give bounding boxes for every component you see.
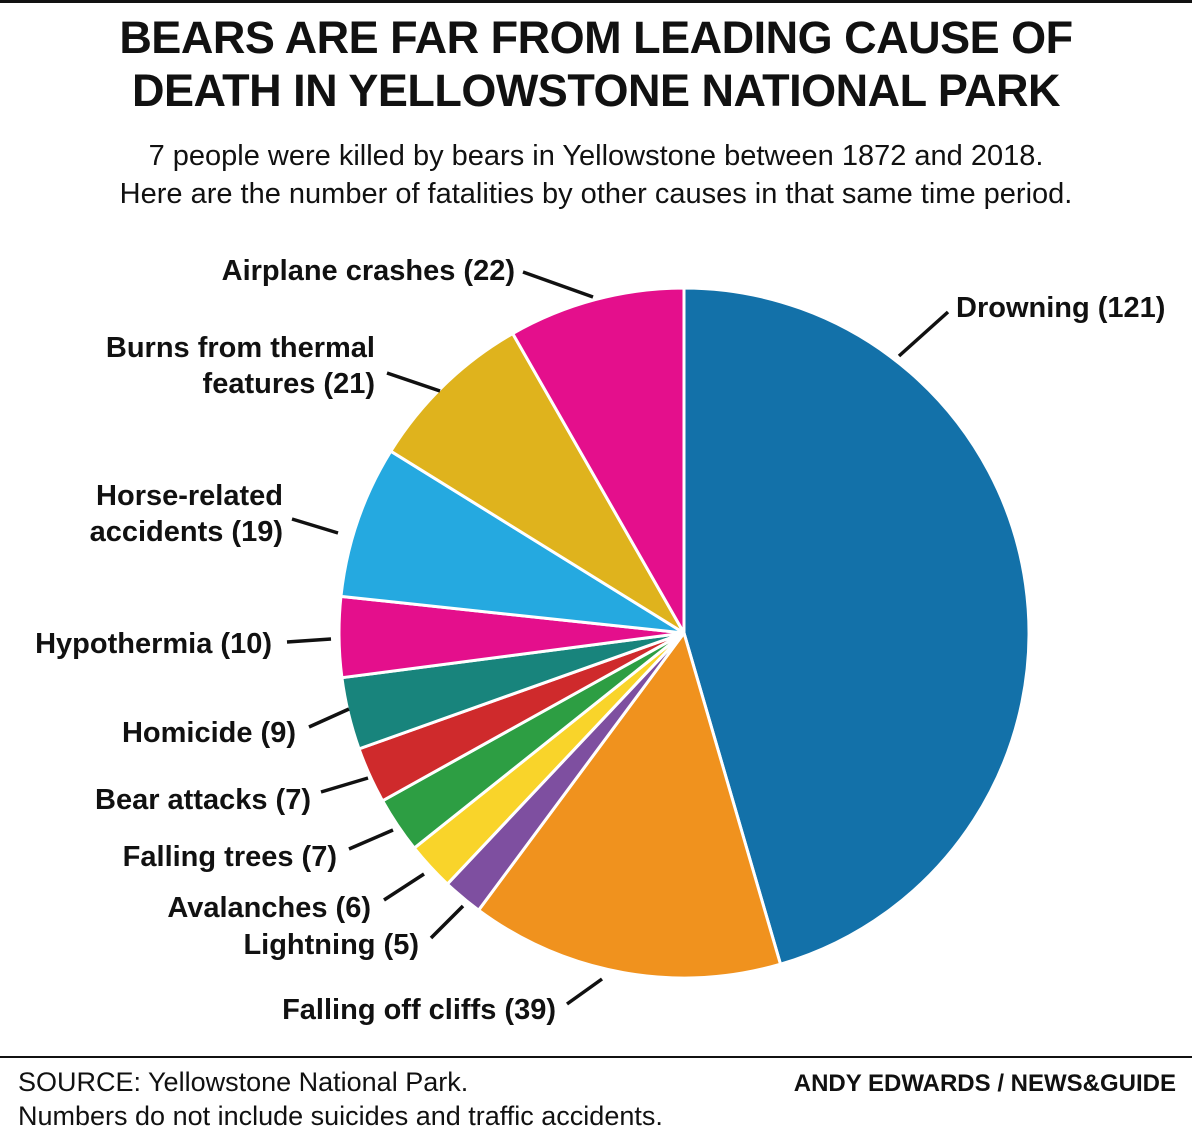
slice-label-airplane-crashes: Airplane crashes (22) <box>221 255 515 287</box>
leader-line-homicide <box>308 707 350 729</box>
page-title-line1: BEARS ARE FAR FROM LEADING CAUSE OF <box>119 12 1073 63</box>
leader-line-drowning <box>897 310 950 358</box>
page-subtitle-line2: Here are the number of fatalities by oth… <box>119 177 1073 210</box>
footer-border-rule <box>0 1056 1192 1058</box>
leader-line-horse-accidents <box>291 517 339 535</box>
leader-line-bear-attacks <box>320 776 369 794</box>
leader-line-airplane-crashes <box>522 270 594 299</box>
pie-slice-airplane-crashes <box>511 286 686 635</box>
slice-label-drowning: Drowning (121) <box>956 292 1166 324</box>
source-line2: Numbers do not include suicides and traf… <box>18 1100 663 1131</box>
leader-line-falling-off-cliffs <box>565 977 604 1006</box>
leader-line-hypothermia <box>286 637 332 644</box>
pie-slices-group <box>337 286 1031 980</box>
leader-line-falling-trees <box>348 828 394 851</box>
leader-line-lightning <box>429 904 465 940</box>
slice-label-falling-off-cliffs: Falling off cliffs (39) <box>282 994 556 1026</box>
slice-label-horse-accidents: Horse-related accidents (19) <box>89 480 283 549</box>
source-line1: SOURCE: Yellowstone National Park. <box>18 1067 469 1097</box>
page-title-line2: DEATH IN YELLOWSTONE NATIONAL PARK <box>131 64 1061 116</box>
slice-label-lightning: Lightning (5) <box>243 929 419 961</box>
pie-slice-falling-off-cliffs <box>477 631 782 980</box>
top-border-rule <box>0 0 1192 3</box>
leader-line-avalanches <box>383 872 425 902</box>
pie-slice-horse-related-accidents <box>339 449 686 635</box>
leader-line-burns <box>386 371 441 393</box>
slice-label-avalanches: Avalanches (6) <box>167 892 371 924</box>
slice-label-homicide: Homicide (9) <box>121 717 296 749</box>
pie-slice-burns-from-thermal-features <box>389 332 686 635</box>
page-subtitle: 7 people were killed by bears in Yellows… <box>0 138 1192 213</box>
slice-label-falling-trees: Falling trees (7) <box>122 841 337 873</box>
page-subtitle-line1: 7 people were killed by bears in Yellows… <box>148 140 1044 172</box>
source-note: SOURCE: Yellowstone National Park. Numbe… <box>18 1066 663 1134</box>
leader-lines-group <box>286 270 950 1006</box>
byline-credit: ANDY EDWARDS / NEWS&GUIDE <box>793 1070 1176 1097</box>
page-title: BEARS ARE FAR FROM LEADING CAUSE OF DEAT… <box>0 12 1192 117</box>
slice-label-bear-attacks: Bear attacks (7) <box>95 784 311 816</box>
slice-label-burns: Burns from thermal features (21) <box>105 332 375 401</box>
slice-label-hypothermia: Hypothermia (10) <box>35 628 272 660</box>
pie-slice-drowning <box>682 286 1031 966</box>
